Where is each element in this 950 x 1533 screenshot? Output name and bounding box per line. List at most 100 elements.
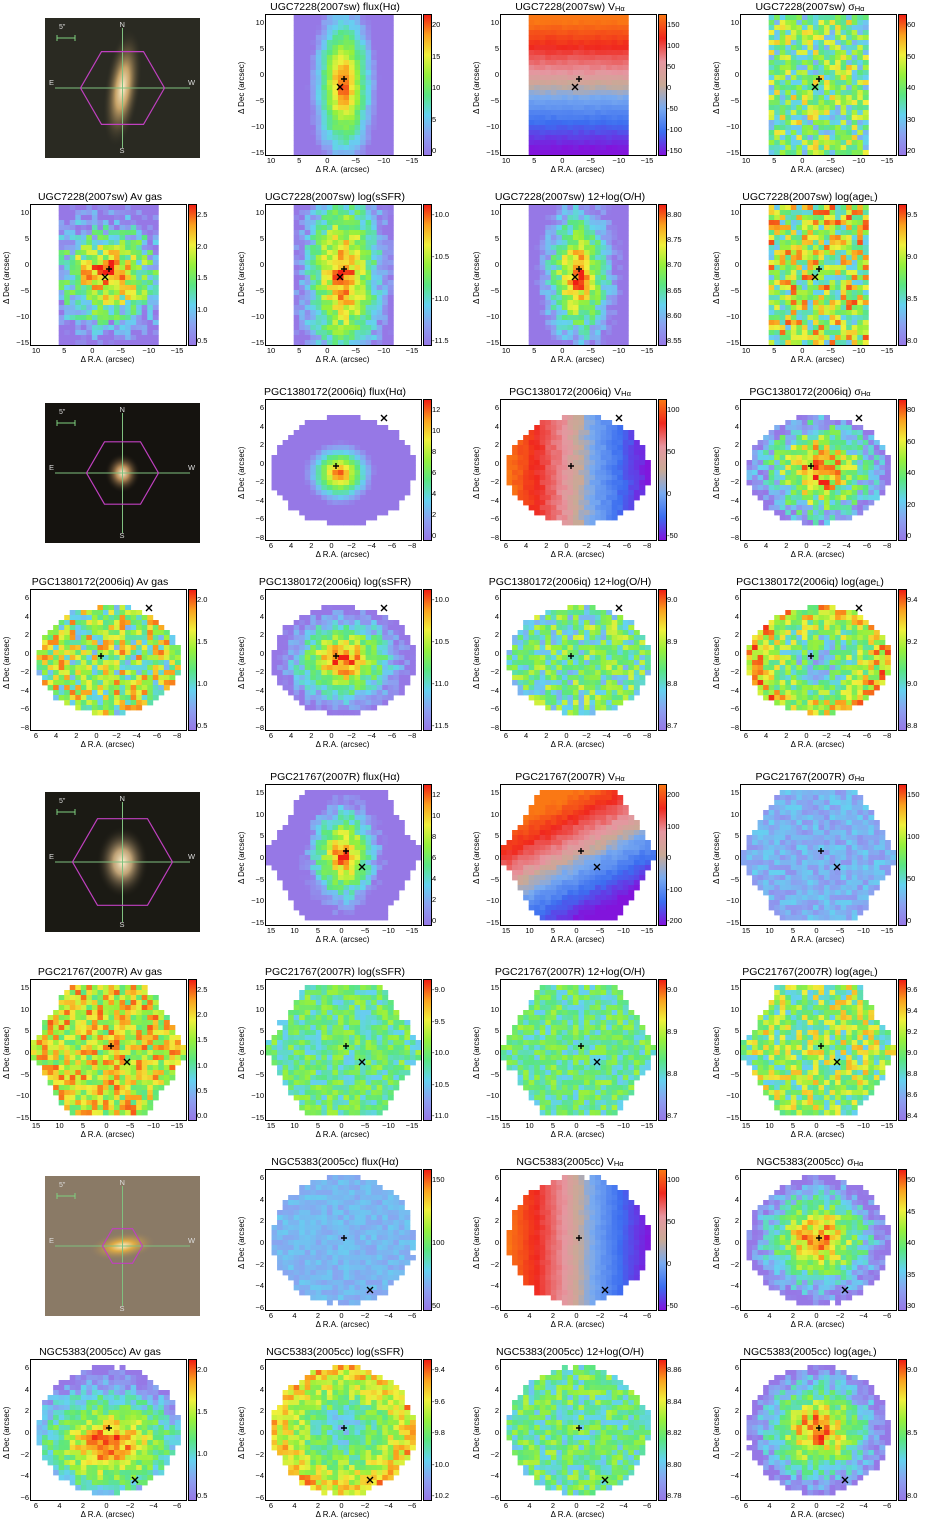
- colorbar-tick-label: 50: [432, 1301, 440, 1310]
- y-axis-label: Δ Dec (arcsec): [2, 252, 11, 304]
- x-tick-label: −15: [169, 346, 185, 355]
- colorbar-tick-label: -11.5: [432, 721, 449, 730]
- y-tick-label: 5: [250, 234, 264, 243]
- map-panel: NGC5383(2005cc) flux(Hα)Δ Dec (arcsec)−6…: [235, 1155, 460, 1343]
- colorbar-tick-label: -50: [667, 104, 678, 113]
- y-tick-label: 0: [725, 1428, 739, 1437]
- y-tick-label: −2: [15, 667, 29, 676]
- colorbar-tick-label: 8.9: [667, 1027, 677, 1036]
- colorbar-tick-label: -100: [667, 885, 682, 894]
- y-axis-label: Δ Dec (arcsec): [472, 1027, 481, 1079]
- map-panel: PGC1380172(2006iq) 12+log(O/H)Δ Dec (arc…: [470, 575, 695, 763]
- y-tick-label: 2: [15, 1406, 29, 1415]
- colorbar-tick-label: 0: [432, 531, 436, 540]
- x-tick-label: 2: [538, 541, 554, 550]
- colorbar-tick-label: 9.0: [907, 1048, 917, 1057]
- panel-title-text: PGC21767(2007R) log(age: [742, 966, 870, 978]
- x-tick-label: 5: [310, 926, 326, 935]
- panel-title: PGC21767(2007R) Av gas: [0, 965, 200, 979]
- x-tick-label: 4: [522, 1311, 538, 1320]
- map-panel: PGC21767(2007R) flux(Hα)Δ Dec (arcsec)−1…: [235, 770, 460, 958]
- y-tick-label: 6: [725, 593, 739, 602]
- panel-title: PGC21767(2007R) log(ageL): [710, 965, 910, 979]
- x-tick-label: −10: [611, 346, 627, 355]
- x-axis-label: Δ R.A. (arcsec): [500, 355, 655, 364]
- y-tick-label: −6: [485, 704, 499, 713]
- y-tick-label: 15: [485, 788, 499, 797]
- y-tick-label: −2: [485, 1450, 499, 1459]
- colorbar: [188, 204, 197, 346]
- colorbar-tick-label: -100: [667, 125, 682, 134]
- panel-title-subscript: Hα: [614, 1159, 624, 1168]
- y-tick-label: 10: [250, 18, 264, 27]
- y-tick-label: −4: [485, 686, 499, 695]
- panel-title: UGC7228(2007sw) Av gas: [0, 190, 200, 204]
- map-image: [740, 784, 897, 926]
- y-tick-label: −6: [725, 1303, 739, 1312]
- y-axis-label: Δ Dec (arcsec): [472, 252, 481, 304]
- x-tick-label: −2: [579, 731, 595, 740]
- y-tick-label: −4: [485, 496, 499, 505]
- y-tick-label: 0: [725, 1238, 739, 1247]
- colorbar-tick-label: 4: [432, 874, 436, 883]
- y-axis-label: Δ Dec (arcsec): [712, 832, 721, 884]
- x-tick-label: −2: [832, 1311, 848, 1320]
- y-tick-label: −8: [15, 723, 29, 732]
- y-tick-label: −5: [15, 286, 29, 295]
- compass-e-label: E: [49, 852, 54, 861]
- x-tick-label: 6: [263, 541, 279, 550]
- x-tick-label: −5: [357, 926, 373, 935]
- x-tick-label: −5: [348, 346, 364, 355]
- y-tick-label: 2: [250, 1406, 264, 1415]
- x-tick-label: −4: [839, 541, 855, 550]
- x-tick-label: −6: [149, 731, 165, 740]
- x-tick-label: 0: [794, 346, 810, 355]
- colorbar: [423, 1359, 432, 1501]
- colorbar-tick-label: 9.0: [907, 1365, 917, 1374]
- y-tick-label: −6: [725, 1493, 739, 1502]
- y-tick-label: 4: [15, 612, 29, 621]
- colorbar-tick-label: 40: [907, 1238, 915, 1247]
- y-tick-label: −5: [485, 96, 499, 105]
- y-tick-label: 0: [15, 260, 29, 269]
- y-tick-label: −2: [250, 477, 264, 486]
- map-image: [740, 204, 897, 346]
- y-tick-label: 6: [250, 1363, 264, 1372]
- colorbar-tick-label: 8: [432, 832, 436, 841]
- map-image: [740, 979, 897, 1121]
- x-tick-label: 0: [323, 731, 339, 740]
- colorbar-tick-label: 1.0: [197, 305, 207, 314]
- x-tick-label: 15: [28, 1121, 44, 1130]
- x-tick-label: −2: [122, 1501, 138, 1510]
- y-axis-label: Δ Dec (arcsec): [712, 1027, 721, 1079]
- colorbar-tick-label: 10: [432, 811, 440, 820]
- x-axis-label: Δ R.A. (arcsec): [30, 740, 185, 749]
- y-tick-label: −4: [725, 496, 739, 505]
- y-tick-label: 0: [250, 260, 264, 269]
- x-tick-label: 10: [738, 156, 754, 165]
- x-tick-label: 0: [809, 1311, 825, 1320]
- colorbar-tick-label: 12: [432, 405, 440, 414]
- colorbar-tick-label: 15: [432, 52, 440, 61]
- colorbar-tick-label: -9.0: [432, 985, 445, 994]
- colorbar-tick-label: 150: [432, 1175, 445, 1184]
- panel-title-text: NGC5383(2005cc) flux(Hα): [271, 1156, 398, 1168]
- y-tick-label: 6: [485, 1363, 499, 1372]
- x-tick-label: −8: [404, 731, 420, 740]
- x-tick-label: −10: [851, 346, 867, 355]
- panel-title-text: UGC7228(2007sw) log(age: [742, 191, 870, 203]
- x-tick-label: −8: [639, 541, 655, 550]
- map-panel: UGC7228(2007sw) flux(Hα)Δ Dec (arcsec)−1…: [235, 0, 460, 188]
- y-tick-label: 0: [725, 649, 739, 658]
- x-tick-label: 4: [762, 1311, 778, 1320]
- y-tick-label: −4: [15, 1471, 29, 1480]
- colorbar-tick-label: 0: [907, 531, 911, 540]
- colorbar-tick-label: -9.5: [432, 1017, 445, 1026]
- y-axis-label: Δ Dec (arcsec): [237, 832, 246, 884]
- x-tick-label: −6: [384, 541, 400, 550]
- panel-title-subscript: Hα: [861, 389, 871, 398]
- colorbar-tick-label: 0.5: [197, 1491, 207, 1500]
